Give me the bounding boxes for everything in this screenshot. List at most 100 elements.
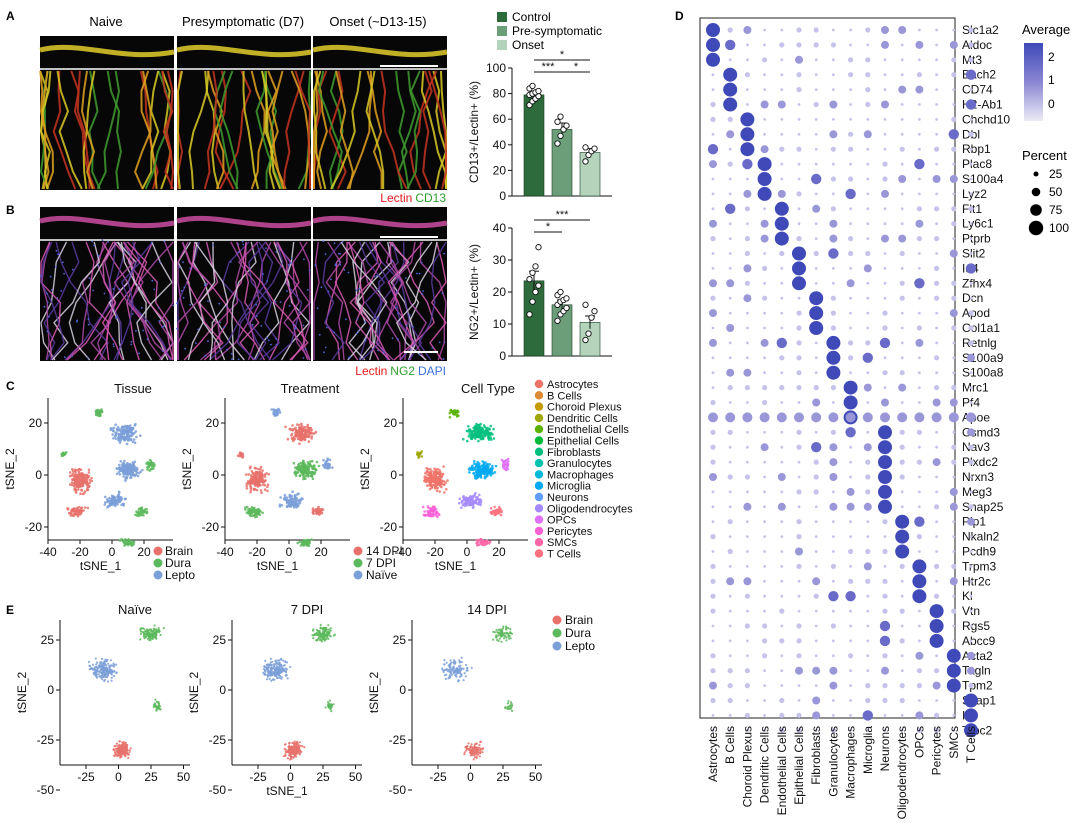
dot-15-4 bbox=[779, 250, 785, 257]
micrograph-b1-nucleus bbox=[176, 302, 178, 304]
tsne-c-point bbox=[433, 472, 436, 475]
dot-36-4 bbox=[780, 565, 784, 568]
tsne-c-point bbox=[305, 544, 309, 547]
panel-a-stain-legend: Lectin CD13 bbox=[380, 191, 446, 205]
tsne-c-point bbox=[493, 505, 496, 509]
bar-y-tick-label: 0 bbox=[499, 349, 506, 363]
tsne-e-point bbox=[139, 627, 142, 630]
tsne-c-point bbox=[288, 427, 292, 431]
dot-0-13 bbox=[935, 28, 938, 32]
dot-30-10 bbox=[878, 470, 892, 484]
micrograph-b1-nucleus bbox=[303, 258, 305, 261]
micrograph-b1-nucleus bbox=[189, 267, 192, 270]
dot-25-12 bbox=[918, 401, 921, 404]
dot-16-10 bbox=[883, 267, 887, 270]
tsne-c-point bbox=[73, 509, 77, 513]
tsne-c-point bbox=[299, 426, 303, 430]
tsne-e-point bbox=[457, 668, 460, 671]
tsne-c-point bbox=[124, 479, 127, 482]
tsne-c-point bbox=[310, 465, 314, 468]
tsne-e-point bbox=[146, 637, 149, 640]
micrograph-a0-vessel bbox=[70, 70, 91, 190]
dot-21-3 bbox=[760, 338, 769, 347]
dot-7-1 bbox=[726, 130, 735, 139]
tsne-c-point bbox=[300, 422, 303, 426]
micrograph-a0-vessel bbox=[56, 70, 83, 190]
tsne-e-point bbox=[296, 743, 299, 746]
dot-20-6 bbox=[809, 321, 824, 335]
micrograph-b1-vessel bbox=[236, 241, 284, 361]
micrograph-a2-vessel bbox=[406, 70, 421, 190]
dot-12-1 bbox=[725, 203, 736, 214]
tsne-c-point bbox=[72, 484, 76, 487]
dot-31-6 bbox=[813, 489, 819, 495]
tsne-c-point bbox=[283, 496, 287, 500]
gene-label-24: Mrc1 bbox=[962, 381, 989, 395]
dot-7-6 bbox=[814, 132, 818, 136]
dot-43-6 bbox=[812, 666, 821, 675]
data-point-0 bbox=[532, 288, 539, 296]
tsne-c-point bbox=[241, 456, 244, 459]
dot-19-6 bbox=[809, 306, 824, 321]
dot-43-15 bbox=[967, 666, 975, 675]
dot-15-15 bbox=[969, 252, 973, 255]
tsne-c-point bbox=[111, 501, 114, 504]
gene-label-36: Trpm3 bbox=[962, 559, 997, 573]
tsne-c-point bbox=[483, 470, 486, 473]
tsne-c-point bbox=[331, 466, 334, 469]
dot-0-14 bbox=[952, 28, 956, 32]
tsne-e-point bbox=[324, 638, 328, 641]
dot-32-4 bbox=[777, 502, 786, 511]
dot-5-6 bbox=[813, 101, 819, 108]
dot-5-8 bbox=[849, 103, 852, 106]
celltype-legend-swatch-10 bbox=[534, 492, 544, 502]
micrograph-a0-vessel bbox=[141, 70, 160, 190]
dot-38-6 bbox=[813, 593, 819, 599]
tsne-c-point bbox=[260, 473, 264, 477]
tsne-c-point bbox=[114, 433, 118, 436]
stain-cd13: CD13 bbox=[415, 191, 446, 205]
micrograph-b0-nucleus bbox=[97, 264, 100, 267]
dot-12-4 bbox=[774, 201, 789, 216]
tsne-c-point bbox=[489, 470, 493, 474]
tsne-c-point bbox=[479, 437, 483, 441]
tsne-c-point bbox=[112, 429, 115, 433]
dot-24-12 bbox=[918, 386, 921, 389]
tsne-e-point bbox=[127, 756, 130, 760]
tsne-c-point bbox=[290, 494, 294, 498]
tsne-e-point bbox=[282, 659, 285, 662]
dot-13-4 bbox=[774, 216, 789, 231]
dot-25-14 bbox=[949, 398, 958, 407]
micrograph-b2-vessel bbox=[325, 241, 356, 361]
tsne-c-point bbox=[117, 490, 121, 494]
tsne-c-point bbox=[291, 424, 294, 427]
data-point-2 bbox=[591, 308, 598, 315]
dot-34-13 bbox=[935, 535, 938, 538]
tsne-c-point bbox=[457, 501, 461, 505]
tsne-c-point bbox=[488, 463, 492, 466]
dot-13-14 bbox=[951, 221, 957, 227]
tsne-c-point bbox=[420, 450, 424, 453]
micrograph-a0-vessel bbox=[140, 70, 158, 190]
tsne-e-point bbox=[102, 661, 105, 665]
dot-25-10 bbox=[881, 398, 889, 407]
tsne-c-point bbox=[472, 468, 475, 472]
tsne-c-1-y-tick-label: -20 bbox=[202, 520, 220, 534]
e-legend-label-0: Brain bbox=[565, 613, 593, 627]
tsne-c-point bbox=[301, 472, 304, 475]
dot-2-3 bbox=[762, 57, 768, 63]
micrograph-b1-vessel bbox=[238, 241, 261, 361]
dot-7-14 bbox=[948, 129, 959, 140]
tsne-e-point bbox=[510, 703, 513, 706]
tsne-e-point bbox=[470, 666, 473, 670]
dot-7-11 bbox=[900, 132, 904, 136]
dot-19-8 bbox=[849, 311, 852, 315]
tsne-c-point bbox=[486, 429, 489, 432]
tsne-c-point bbox=[288, 503, 292, 506]
tsne-c-point bbox=[481, 460, 484, 463]
tsne-c-point bbox=[426, 480, 429, 483]
dot-29-5 bbox=[797, 460, 801, 464]
tsne-c-point bbox=[483, 542, 487, 545]
dot-11-9 bbox=[866, 192, 870, 196]
dot-34-2 bbox=[746, 535, 749, 538]
